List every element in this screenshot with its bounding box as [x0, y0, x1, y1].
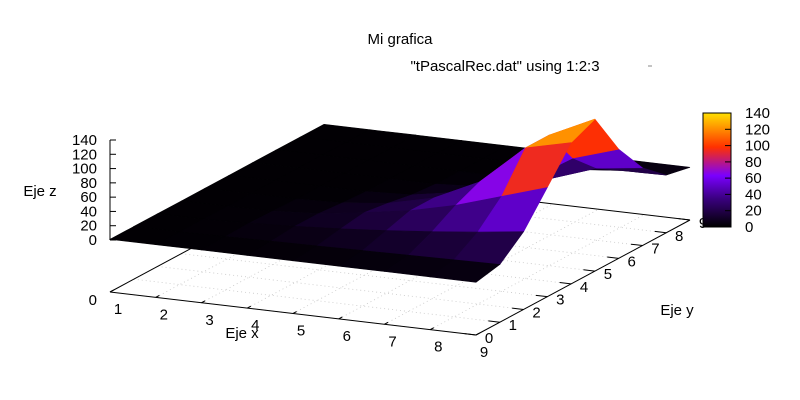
grid-line: [338, 203, 553, 320]
y-tick-label: 8: [675, 228, 683, 245]
colorbar-tick-label: 20: [745, 203, 762, 220]
y-tick-label: 0: [485, 330, 493, 347]
grid-line: [155, 182, 370, 298]
z-base-label: 0: [89, 292, 97, 309]
x-tick-label: 1: [114, 301, 122, 318]
x-tick-label: 2: [160, 306, 168, 323]
x-tick-label: 3: [205, 312, 213, 329]
surface: [109, 118, 691, 283]
y-tick-label: 5: [604, 266, 612, 283]
x-tick-label: 5: [297, 323, 305, 340]
y-tick-mark: [512, 307, 524, 310]
z-tick-label: 100: [72, 161, 97, 178]
x-tick-label: 8: [434, 339, 442, 356]
y-tick-label: 7: [651, 241, 659, 258]
chart-title: Mi grafica: [367, 31, 433, 48]
y-tick-mark: [630, 243, 643, 247]
colorbar-tick-label: 60: [745, 170, 762, 187]
legend-series-label: "tPascalRec.dat" using 1:2:3: [410, 58, 599, 75]
grid-line: [133, 278, 500, 323]
z-tick-label: 0: [89, 232, 97, 249]
tick-labels: 12345678901234567890204060801001201400: [72, 132, 707, 361]
x-tick-label: 7: [388, 333, 396, 350]
y-tick-mark: [535, 294, 548, 298]
y-tick-label: 6: [628, 253, 636, 270]
y-tick-mark: [559, 282, 572, 285]
surface-patch: [429, 259, 501, 283]
grid-line: [201, 187, 416, 304]
y-tick-mark: [607, 256, 619, 259]
z-tick-label: 20: [80, 218, 97, 235]
colorbar-tick-label: 100: [745, 138, 770, 155]
colorbar-tick-label: 140: [745, 105, 770, 122]
z-tick-label: 40: [80, 203, 97, 220]
grid-line: [181, 253, 548, 298]
x-tick-label: 6: [343, 328, 351, 345]
z-tick-label: 120: [72, 146, 97, 163]
z-axis-label: Eje z: [23, 183, 56, 200]
x-tick-mark: [247, 305, 252, 309]
colorbar-tick-label: 0: [745, 219, 753, 236]
x-tick-mark: [475, 332, 480, 336]
x-tick-mark: [292, 311, 297, 314]
x-tick-mark: [338, 316, 343, 320]
y-axis-label: Eje y: [660, 302, 694, 319]
x-tick-mark: [384, 321, 389, 325]
x-axis-label: Eje x: [225, 325, 259, 342]
y-tick-label: 4: [580, 279, 588, 296]
y-tick-mark: [583, 269, 595, 272]
y-axis-line: [475, 219, 691, 336]
x-tick-mark: [155, 295, 160, 298]
y-tick-label: 3: [556, 292, 564, 309]
x-tick-mark: [430, 327, 435, 331]
y-tick-label: 1: [509, 317, 517, 334]
colorbar-gradient: [702, 112, 732, 228]
x-tick-mark: [109, 289, 114, 293]
y-tick-mark: [678, 218, 691, 221]
grid-line: [384, 208, 599, 325]
grid-line: [247, 192, 462, 309]
colorbar-tick-label: 40: [745, 186, 762, 203]
z-tick-label: 60: [80, 189, 97, 206]
y-tick-mark: [488, 320, 500, 323]
x-tick-label: 4: [251, 317, 259, 334]
z-tick-label: 80: [80, 175, 97, 192]
y-tick-mark: [464, 333, 477, 336]
x-tick-label: 9: [480, 344, 488, 361]
grid-line: [157, 266, 524, 310]
colorbar-tick-label: 80: [745, 154, 762, 171]
z-tick-label: 140: [72, 132, 97, 149]
x-tick-mark: [201, 300, 206, 304]
grid-line: [430, 214, 645, 330]
grid-line: [292, 198, 508, 314]
y-tick-mark: [654, 230, 667, 234]
y-tick-label: 2: [532, 304, 540, 321]
colorbar-tick-label: 120: [745, 121, 770, 138]
